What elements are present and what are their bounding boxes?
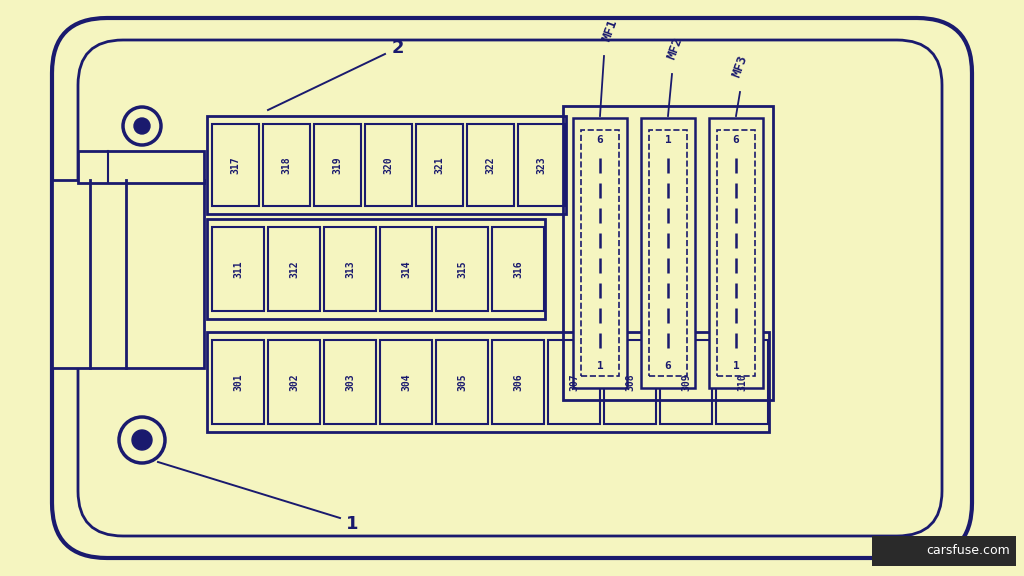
- Text: 322: 322: [485, 156, 496, 174]
- Bar: [380, 227, 432, 311]
- Bar: [492, 340, 544, 424]
- FancyBboxPatch shape: [52, 18, 972, 558]
- Bar: [416, 124, 463, 206]
- Text: 313: 313: [345, 260, 355, 278]
- Bar: [207, 116, 566, 214]
- Text: 315: 315: [457, 260, 467, 278]
- Text: 1: 1: [597, 361, 603, 371]
- Text: 1: 1: [732, 361, 739, 371]
- Bar: [324, 227, 376, 311]
- Bar: [52, 180, 204, 368]
- Bar: [641, 118, 695, 388]
- Bar: [492, 227, 544, 311]
- Text: 6: 6: [732, 135, 739, 145]
- Bar: [263, 124, 310, 206]
- Text: 6: 6: [665, 361, 672, 371]
- Bar: [436, 227, 488, 311]
- Text: 308: 308: [625, 373, 635, 391]
- Bar: [604, 340, 656, 424]
- Text: 305: 305: [457, 373, 467, 391]
- Text: 320: 320: [384, 156, 393, 174]
- Text: 302: 302: [289, 373, 299, 391]
- Text: 1: 1: [665, 135, 672, 145]
- Bar: [660, 340, 712, 424]
- Text: 1: 1: [346, 515, 358, 533]
- Text: 317: 317: [230, 156, 241, 174]
- Bar: [324, 340, 376, 424]
- Text: 316: 316: [513, 260, 523, 278]
- Text: 321: 321: [434, 156, 444, 174]
- Text: 307: 307: [569, 373, 579, 391]
- Text: 304: 304: [401, 373, 411, 391]
- Bar: [365, 124, 412, 206]
- Bar: [212, 340, 264, 424]
- Text: 310: 310: [737, 373, 746, 391]
- Bar: [716, 340, 768, 424]
- Bar: [518, 124, 565, 206]
- Text: 301: 301: [233, 373, 243, 391]
- Bar: [268, 227, 319, 311]
- Text: carsfuse.com: carsfuse.com: [926, 544, 1010, 558]
- Bar: [212, 124, 259, 206]
- Text: 314: 314: [401, 260, 411, 278]
- Bar: [380, 340, 432, 424]
- Text: 306: 306: [513, 373, 523, 391]
- Text: 309: 309: [681, 373, 691, 391]
- Text: 312: 312: [289, 260, 299, 278]
- Circle shape: [134, 118, 150, 134]
- Bar: [268, 340, 319, 424]
- Text: MF3: MF3: [730, 53, 750, 79]
- Bar: [212, 227, 264, 311]
- Text: 311: 311: [233, 260, 243, 278]
- Text: 318: 318: [282, 156, 292, 174]
- Bar: [207, 332, 769, 432]
- Text: MF2: MF2: [665, 35, 685, 61]
- Text: 303: 303: [345, 373, 355, 391]
- Text: 323: 323: [537, 156, 547, 174]
- Bar: [207, 219, 545, 319]
- Bar: [563, 106, 773, 400]
- Bar: [78, 151, 204, 183]
- Bar: [581, 130, 618, 376]
- Bar: [548, 340, 600, 424]
- Circle shape: [132, 430, 152, 450]
- Bar: [314, 124, 361, 206]
- Text: 2: 2: [392, 39, 404, 57]
- Text: MF1: MF1: [600, 17, 620, 43]
- Bar: [717, 130, 755, 376]
- Bar: [872, 536, 1016, 566]
- Text: 6: 6: [597, 135, 603, 145]
- Bar: [709, 118, 763, 388]
- Bar: [436, 340, 488, 424]
- Text: 319: 319: [333, 156, 342, 174]
- Bar: [649, 130, 687, 376]
- Bar: [467, 124, 514, 206]
- Bar: [573, 118, 627, 388]
